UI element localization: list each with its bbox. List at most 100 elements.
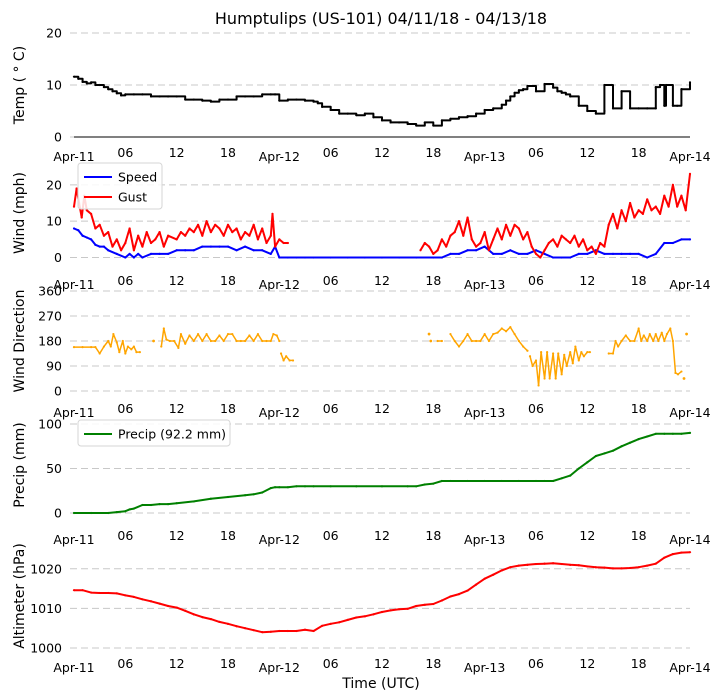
data-point xyxy=(124,352,127,355)
data-point xyxy=(487,339,491,343)
data-point xyxy=(540,351,543,354)
data-point xyxy=(577,564,580,567)
data-point xyxy=(167,503,170,506)
data-point xyxy=(286,256,289,259)
data-point xyxy=(90,346,93,349)
data-point xyxy=(603,245,606,248)
data-point xyxy=(671,339,674,343)
data-point xyxy=(278,238,281,241)
data-point xyxy=(261,249,264,252)
x-tick-label: Apr-14 xyxy=(669,532,710,547)
data-point xyxy=(504,223,508,226)
data-point xyxy=(557,352,560,355)
data-point xyxy=(483,245,486,248)
data-point xyxy=(252,95,255,98)
data-point xyxy=(115,592,118,595)
data-point xyxy=(209,617,212,621)
direction-panel: 0 90 180 270 360 Apr-11 06 12 18 Apr-12 06 12 18 Apr-… xyxy=(12,284,711,421)
data-point xyxy=(611,212,615,216)
data-point xyxy=(107,511,110,515)
data-point xyxy=(466,216,469,219)
data-point xyxy=(534,359,538,362)
data-point xyxy=(669,327,672,330)
data-point xyxy=(526,230,529,234)
data-point xyxy=(629,339,632,343)
data-point xyxy=(273,93,277,96)
data-point xyxy=(620,90,623,93)
data-point xyxy=(415,124,418,127)
data-point xyxy=(646,256,649,259)
data-point xyxy=(660,331,663,334)
data-point xyxy=(586,351,589,354)
data-point xyxy=(192,98,195,101)
x-tick-label: Apr-14 xyxy=(669,149,710,164)
data-point xyxy=(118,351,121,354)
data-point xyxy=(271,212,274,216)
data-point xyxy=(72,346,76,349)
data-point xyxy=(295,256,298,259)
y-tick-label: 1020 xyxy=(30,561,62,576)
data-point xyxy=(141,93,144,96)
x-tick-label: 18 xyxy=(631,528,647,543)
data-point xyxy=(577,252,580,256)
data-point xyxy=(72,75,76,78)
data-point xyxy=(239,339,242,343)
data-point xyxy=(137,234,140,237)
data-point xyxy=(321,105,324,108)
data-point xyxy=(295,629,298,633)
data-point xyxy=(235,95,238,98)
y-tick-label: 0 xyxy=(54,384,62,399)
data-point xyxy=(226,223,230,226)
data-point xyxy=(671,432,674,435)
data-point xyxy=(81,346,84,349)
data-point xyxy=(406,607,409,610)
data-point xyxy=(94,243,97,246)
data-point xyxy=(244,339,247,343)
data-point xyxy=(688,238,692,241)
data-point xyxy=(226,245,230,248)
data-point xyxy=(124,93,127,96)
data-point xyxy=(231,332,234,336)
x-tick-label: Apr-12 xyxy=(259,277,300,292)
data-point xyxy=(466,479,469,483)
data-point xyxy=(265,241,268,245)
data-point xyxy=(226,622,230,625)
data-point xyxy=(496,227,499,230)
data-point xyxy=(654,562,657,565)
data-point xyxy=(272,332,275,336)
wind-series-speed xyxy=(72,227,692,259)
x-tick-label: 18 xyxy=(631,145,647,160)
data-point xyxy=(440,479,443,483)
data-point xyxy=(406,122,409,126)
data-point xyxy=(571,362,574,365)
data-point xyxy=(141,256,144,259)
data-point xyxy=(167,234,170,237)
data-point xyxy=(684,209,687,212)
data-point xyxy=(75,187,78,190)
data-point xyxy=(244,95,247,98)
data-point xyxy=(440,256,443,259)
data-point xyxy=(94,346,97,349)
data-point xyxy=(107,591,110,595)
data-point xyxy=(620,252,623,256)
data-point xyxy=(594,112,597,115)
x-tick-label: Apr-11 xyxy=(53,277,94,292)
data-point xyxy=(680,238,683,241)
data-point xyxy=(487,249,491,252)
data-point xyxy=(312,100,315,103)
data-point xyxy=(415,485,418,488)
precip-series-precip-92-2-mm- xyxy=(72,431,692,515)
data-point xyxy=(149,95,153,98)
data-point xyxy=(654,85,657,89)
data-point xyxy=(466,332,469,336)
altimeter-y-axis-label: Altimeter (hPa) xyxy=(12,543,28,649)
data-point xyxy=(278,629,281,633)
x-tick-label: Apr-13 xyxy=(464,660,505,675)
x-tick-label: Apr-11 xyxy=(53,149,94,164)
data-point xyxy=(475,112,478,115)
data-point xyxy=(492,107,495,110)
data-point xyxy=(252,493,255,496)
data-point xyxy=(427,245,431,248)
data-point xyxy=(680,370,683,373)
data-point xyxy=(132,345,135,348)
